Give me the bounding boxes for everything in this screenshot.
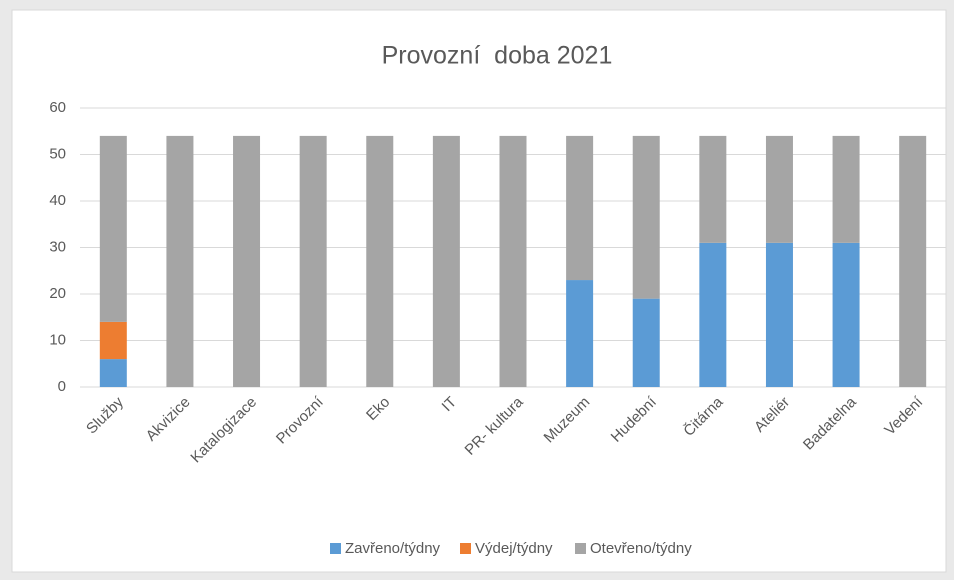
chart-title: Provozní doba 2021 xyxy=(382,42,613,70)
y-tick-label: 40 xyxy=(49,192,66,209)
y-tick-label: 10 xyxy=(49,331,66,348)
y-tick-label: 30 xyxy=(49,238,66,255)
chart-frame xyxy=(11,9,947,573)
bar-segment xyxy=(432,135,460,387)
legend-label: Zavřeno/týdny xyxy=(345,540,441,557)
bar-segment xyxy=(499,135,527,387)
bar-segment xyxy=(99,359,127,387)
bar-segment xyxy=(99,135,127,322)
bar-segment xyxy=(299,135,327,387)
bar-segment xyxy=(832,242,860,387)
bar-segment xyxy=(832,135,860,243)
bar-segment xyxy=(566,280,594,387)
y-tick-label: 0 xyxy=(58,378,66,395)
legend-label: Otevřeno/týdny xyxy=(590,540,692,557)
bar-segment xyxy=(765,242,793,387)
legend-swatch xyxy=(460,543,471,554)
bar-segment xyxy=(699,242,727,387)
bar-segment xyxy=(899,135,927,387)
legend-swatch xyxy=(575,543,586,554)
bar-segment xyxy=(765,135,793,243)
bar-segment xyxy=(566,135,594,281)
y-tick-label: 60 xyxy=(49,99,66,116)
bar-segment xyxy=(366,135,394,387)
bar-segment xyxy=(99,321,127,360)
bar-segment xyxy=(632,298,660,387)
legend-swatch xyxy=(330,543,341,554)
legend-label: Výdej/týdny xyxy=(475,540,553,557)
y-tick-label: 50 xyxy=(49,145,66,162)
y-tick-label: 20 xyxy=(49,285,66,302)
bar-segment xyxy=(699,135,727,243)
bar-segment xyxy=(166,135,194,387)
bar-segment xyxy=(233,135,261,387)
bar-segment xyxy=(632,135,660,299)
